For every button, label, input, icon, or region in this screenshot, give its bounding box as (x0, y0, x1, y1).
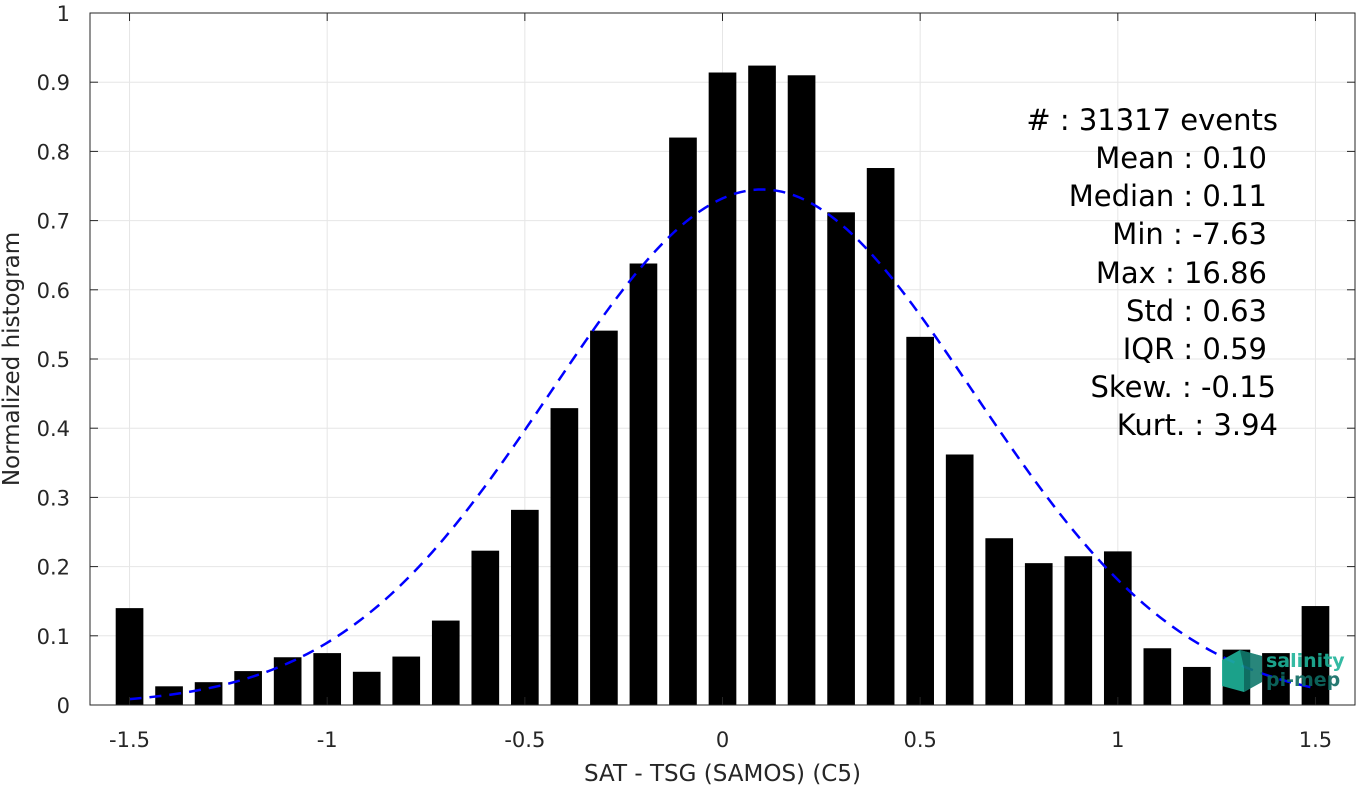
histogram-bar (1262, 653, 1290, 705)
histogram-bar (431, 620, 460, 705)
x-tick-label: 1.5 (1299, 728, 1332, 752)
histogram-bar (866, 168, 895, 705)
y-tick-label: 0 (57, 694, 70, 718)
logo-text-line2: pi-mep (1266, 669, 1340, 691)
bars-group (115, 65, 1330, 706)
stats-min: Min : -7.63 (1112, 217, 1267, 251)
x-ticks: -1.5 -1 -0.5 0 0.5 1 1.5 (109, 13, 1332, 752)
histogram-bar (471, 550, 500, 705)
x-tick-label: -1 (317, 728, 338, 752)
histogram-bar (629, 263, 658, 705)
histogram-bar (906, 336, 934, 705)
stats-skew: Skew. : -0.15 (1090, 370, 1276, 404)
stats-mean: Mean : 0.10 (1095, 141, 1267, 175)
y-tick-label: 1 (57, 2, 70, 26)
histogram-bar (115, 608, 144, 705)
histogram-bar (313, 653, 342, 705)
y-tick-label: 0.7 (37, 210, 70, 234)
y-tick-label: 0.5 (37, 348, 70, 372)
histogram-bar (708, 72, 737, 705)
logo-cube-shade (1240, 650, 1262, 692)
logo-text-line1: salinity (1266, 650, 1345, 672)
histogram-bar (1183, 666, 1211, 705)
y-axis-label: Normalized histogram (0, 232, 25, 486)
y-tick-label: 0.4 (37, 417, 70, 441)
y-tick-label: 0.9 (37, 71, 70, 95)
histogram-bar (1024, 563, 1053, 705)
salinity-pimep-logo: salinity pi-mep (1222, 650, 1345, 692)
histogram-bar (550, 408, 579, 705)
y-tick-label: 0.2 (37, 556, 70, 580)
histogram-bar (945, 454, 974, 705)
x-axis-label: SAT - TSG (SAMOS) (C5) (584, 761, 861, 785)
y-tick-label: 0.6 (37, 279, 70, 303)
x-tick-label: -1.5 (109, 728, 150, 752)
histogram-bar (1301, 606, 1330, 705)
x-tick-label: 0 (716, 728, 729, 752)
histogram-bar (787, 75, 816, 705)
stats-std: Std : 0.63 (1126, 294, 1267, 328)
histogram-bar (590, 330, 618, 705)
histogram-bar (155, 686, 183, 705)
stats-events: # : 31317 events (1026, 103, 1278, 137)
x-tick-label: 1 (1111, 728, 1124, 752)
histogram-bar (1064, 556, 1093, 705)
histogram-bar (1143, 648, 1172, 705)
y-tick-label: 0.1 (37, 625, 70, 649)
histogram-bar (827, 212, 855, 705)
normal-fit-curve (129, 188, 1316, 701)
histogram-bar (234, 671, 262, 705)
stats-max: Max : 16.86 (1096, 256, 1267, 290)
stats-iqr: IQR : 0.59 (1123, 332, 1267, 366)
stats-median: Median : 0.11 (1069, 179, 1267, 213)
stats-kurt: Kurt. : 3.94 (1117, 408, 1278, 442)
histogram-bar (748, 65, 776, 706)
x-tick-label: 0.5 (903, 728, 936, 752)
histogram-bar (352, 671, 381, 705)
histogram-bar (985, 538, 1014, 705)
y-ticks: 0 0.1 0.2 0.3 0.4 0.5 0.6 0.7 0.8 0.9 1 (37, 2, 1355, 718)
stats-annotation: # : 31317 events Mean : 0.10 Median : 0.… (1026, 103, 1278, 442)
histogram-bar (392, 656, 421, 705)
x-tick-label: -0.5 (504, 728, 545, 752)
histogram-bar (273, 657, 302, 705)
histogram-bar (1103, 551, 1132, 705)
y-tick-label: 0.8 (37, 140, 70, 164)
y-tick-label: 0.3 (37, 486, 70, 510)
histogram-bar (511, 509, 539, 705)
